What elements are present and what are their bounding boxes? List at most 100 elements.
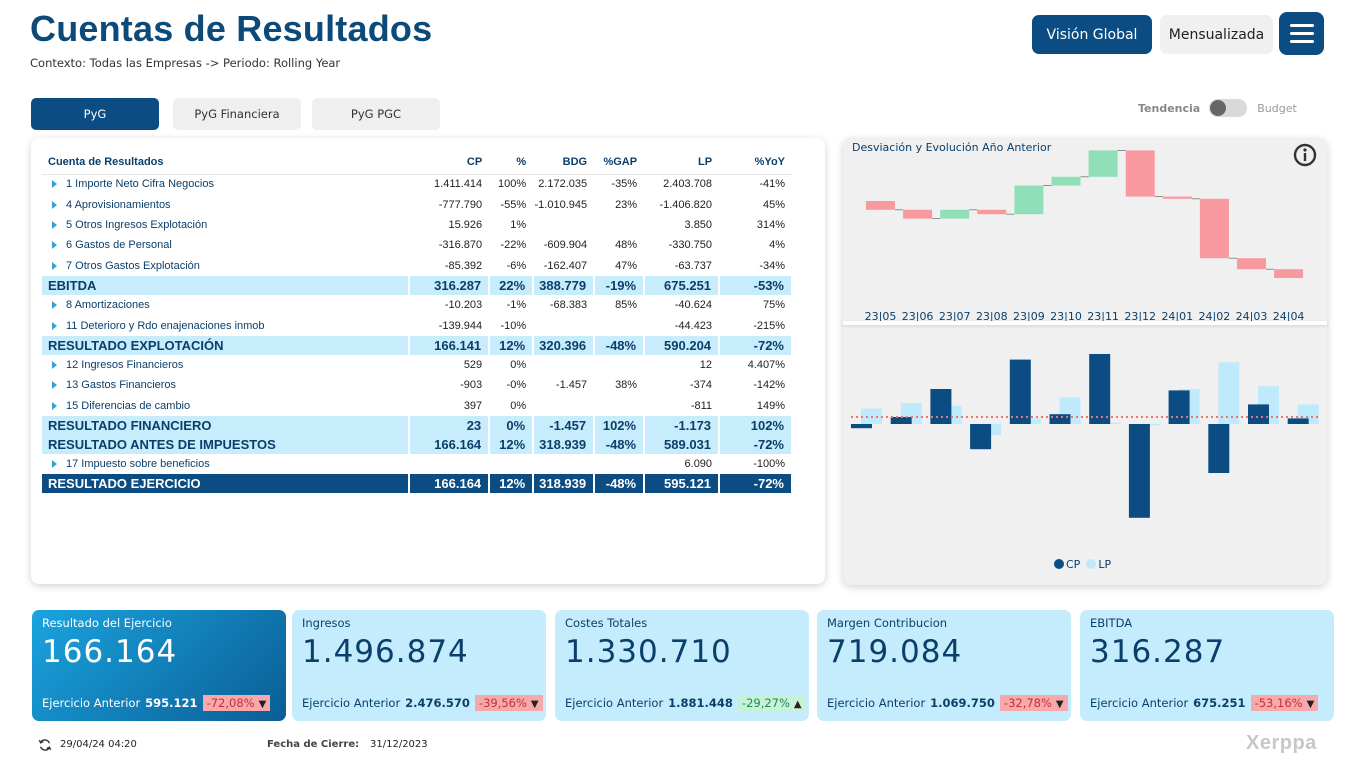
table-cell: 12%	[489, 335, 535, 355]
table-cell	[594, 355, 644, 375]
tendencia-budget-toggle: Tendencia Budget	[1138, 99, 1297, 117]
expand-icon[interactable]	[52, 200, 57, 209]
col-header[interactable]: BDG	[533, 150, 595, 175]
expand-icon[interactable]	[52, 241, 57, 250]
row-label: 11 Deterioro y Rdo enajenaciones inmob	[42, 315, 409, 335]
kpi-change: -32,78%	[1003, 696, 1052, 710]
kpi-change: -53,16%	[1254, 696, 1303, 710]
table-row[interactable]: 12 Ingresos Financieros 529 0% 12 4.407%	[42, 355, 792, 375]
kpi-card[interactable]: Ingresos 1.496.874 Ejercicio Anterior 2.476…	[292, 610, 546, 721]
table-cell: 675.251	[644, 275, 721, 295]
expand-icon[interactable]	[52, 360, 57, 369]
table-row[interactable]: RESULTADO EJERCICIO 166.164 12% 318.939 -48%…	[42, 474, 793, 494]
vision-global-button[interactable]: Visión Global	[1032, 15, 1152, 54]
table-cell: 1%	[510, 218, 527, 231]
table-cell: 75%	[762, 299, 785, 312]
col-header[interactable]: %	[489, 150, 534, 175]
kpi-prev-label: Ejercicio Anterior	[42, 696, 141, 710]
table-row[interactable]: RESULTADO FINANCIERO 23 0% -1.457 102% -1.173…	[42, 415, 793, 435]
kpi-card[interactable]: EBITDA 316.287 Ejercicio Anterior 675.251 -5…	[1080, 610, 1334, 721]
table-cell: 314%	[756, 218, 785, 231]
table-cell: 0%	[510, 399, 527, 412]
legend-cp[interactable]: CP	[1054, 558, 1080, 571]
table-cell: -72%	[719, 434, 793, 454]
row-label: 4 Aprovisionamientos	[42, 194, 409, 214]
bar-lp	[1218, 362, 1240, 424]
row-label-text: RESULTADO EXPLOTACIÓN	[48, 337, 224, 353]
tab-pyg-pgc[interactable]: PyG PGC	[312, 98, 440, 130]
col-header[interactable]: Cuenta de Resultados	[42, 150, 410, 175]
table-row[interactable]: 4 Aprovisionamientos -777.790 -55% -1.010.9…	[42, 194, 792, 214]
refresh-time: 29/04/24 04:20	[60, 739, 137, 750]
refresh-icon[interactable]	[38, 738, 52, 752]
expand-icon[interactable]	[52, 460, 57, 469]
table-cell: 102%	[719, 415, 793, 435]
row-label-text: 7 Otros Gastos Explotación	[66, 259, 200, 272]
table-cell: -85.392	[444, 259, 483, 272]
row-label: 13 Gastos Financieros	[42, 375, 409, 395]
menu-button[interactable]	[1279, 12, 1324, 55]
table-row[interactable]: 1 Importe Neto Cifra Negocios 1.411.414 10…	[42, 174, 792, 194]
table-row[interactable]: 15 Diferencias de cambio 397 0% -811 149%	[42, 396, 792, 416]
table-row[interactable]: 7 Otros Gastos Explotación -85.392 -6% -162…	[42, 256, 792, 276]
col-header[interactable]: CP	[409, 150, 490, 175]
bar-chart	[851, 354, 1321, 518]
kpi-card[interactable]: Resultado del Ejercicio 166.164 Ejercicio …	[32, 610, 286, 721]
row-label: 17 Impuesto sobre beneficios	[42, 454, 409, 474]
table-cell: -48%	[594, 335, 646, 355]
table-cell: 22%	[489, 275, 535, 295]
table-row[interactable]: RESULTADO EXPLOTACIÓN 166.141 12% 320.396 -4…	[42, 335, 793, 355]
toggle-switch[interactable]	[1209, 99, 1248, 117]
kpi-prev-label: Ejercicio Anterior	[827, 696, 926, 710]
table-row[interactable]: 8 Amortizaciones -10.203 -1% -68.383 85% -40.…	[42, 295, 792, 315]
tab-pyg-financiera[interactable]: PyG Financiera	[173, 98, 301, 130]
table-row[interactable]: 17 Impuesto sobre beneficios 6.090 -100%	[42, 454, 792, 474]
waterfall-chart: 23|05 23|06 23|07 23|08 23|09 23|10 23|11 23|12…	[865, 149, 1304, 323]
table-cell: -72%	[719, 335, 793, 355]
info-icon[interactable]	[1293, 143, 1317, 167]
expand-icon[interactable]	[52, 381, 57, 390]
row-label: 12 Ingresos Financieros	[42, 355, 409, 375]
table-row[interactable]: 6 Gastos de Personal -316.870 -22% -609.904…	[42, 235, 792, 255]
mensualizada-button[interactable]: Mensualizada	[1160, 15, 1273, 54]
table-row[interactable]: 5 Otros Ingresos Explotación 15.926 1% 3.85…	[42, 215, 792, 235]
waterfall-bar	[866, 201, 895, 210]
table-cell: -10%	[500, 319, 527, 332]
waterfall-bar	[940, 209, 970, 219]
kpi-change-badge: -32,78% ▼	[999, 695, 1068, 711]
col-header[interactable]: LP	[644, 150, 720, 175]
expand-icon[interactable]	[52, 301, 57, 310]
col-header[interactable]: %GAP	[594, 150, 645, 175]
waterfall-bar	[1014, 185, 1044, 215]
hamburger-icon	[1289, 24, 1314, 27]
expand-icon[interactable]	[52, 401, 57, 410]
table-row[interactable]: EBITDA 316.287 22% 388.779 -19% 675.251 -53%	[42, 275, 793, 295]
table-cell: -22%	[500, 239, 527, 252]
row-label-text: 11 Deterioro y Rdo enajenaciones inmob	[66, 319, 265, 332]
kpi-card[interactable]: Margen Contribucion 719.084 Ejercicio Ante…	[817, 610, 1071, 721]
table-cell: -63.737	[674, 259, 713, 272]
col-header[interactable]: %YoY	[719, 150, 792, 175]
table-cell: 320.396	[533, 335, 596, 355]
table-row[interactable]: 11 Deterioro y Rdo enajenaciones inmob -1…	[42, 315, 792, 335]
table-cell: 47%	[615, 259, 638, 272]
expand-icon[interactable]	[52, 321, 57, 330]
table-cell: 2.172.035	[538, 178, 588, 191]
legend-lp[interactable]: LP	[1086, 558, 1111, 571]
x-tick-label: 23|07	[939, 310, 971, 323]
table-cell: -1.173	[644, 415, 721, 435]
row-label-text: 5 Otros Ingresos Explotación	[66, 218, 208, 231]
table-cell	[594, 454, 644, 474]
table-cell	[533, 396, 594, 416]
table-cell: -19%	[594, 275, 646, 295]
table-row[interactable]: 13 Gastos Financieros -903 -0% -1.457 38% -37…	[42, 375, 792, 395]
expand-icon[interactable]	[52, 220, 57, 229]
tab-pyg[interactable]: PyG	[31, 98, 159, 130]
table-cell: -1.010.945	[534, 198, 588, 211]
expand-icon[interactable]	[52, 180, 57, 189]
table-row[interactable]: RESULTADO ANTES DE IMPUESTOS 166.164 12% 31…	[42, 434, 793, 454]
table-cell	[533, 215, 594, 235]
table-cell: 397	[463, 399, 483, 412]
expand-icon[interactable]	[52, 261, 57, 270]
kpi-card[interactable]: Costes Totales 1.330.710 Ejercicio Anterio…	[555, 610, 809, 721]
